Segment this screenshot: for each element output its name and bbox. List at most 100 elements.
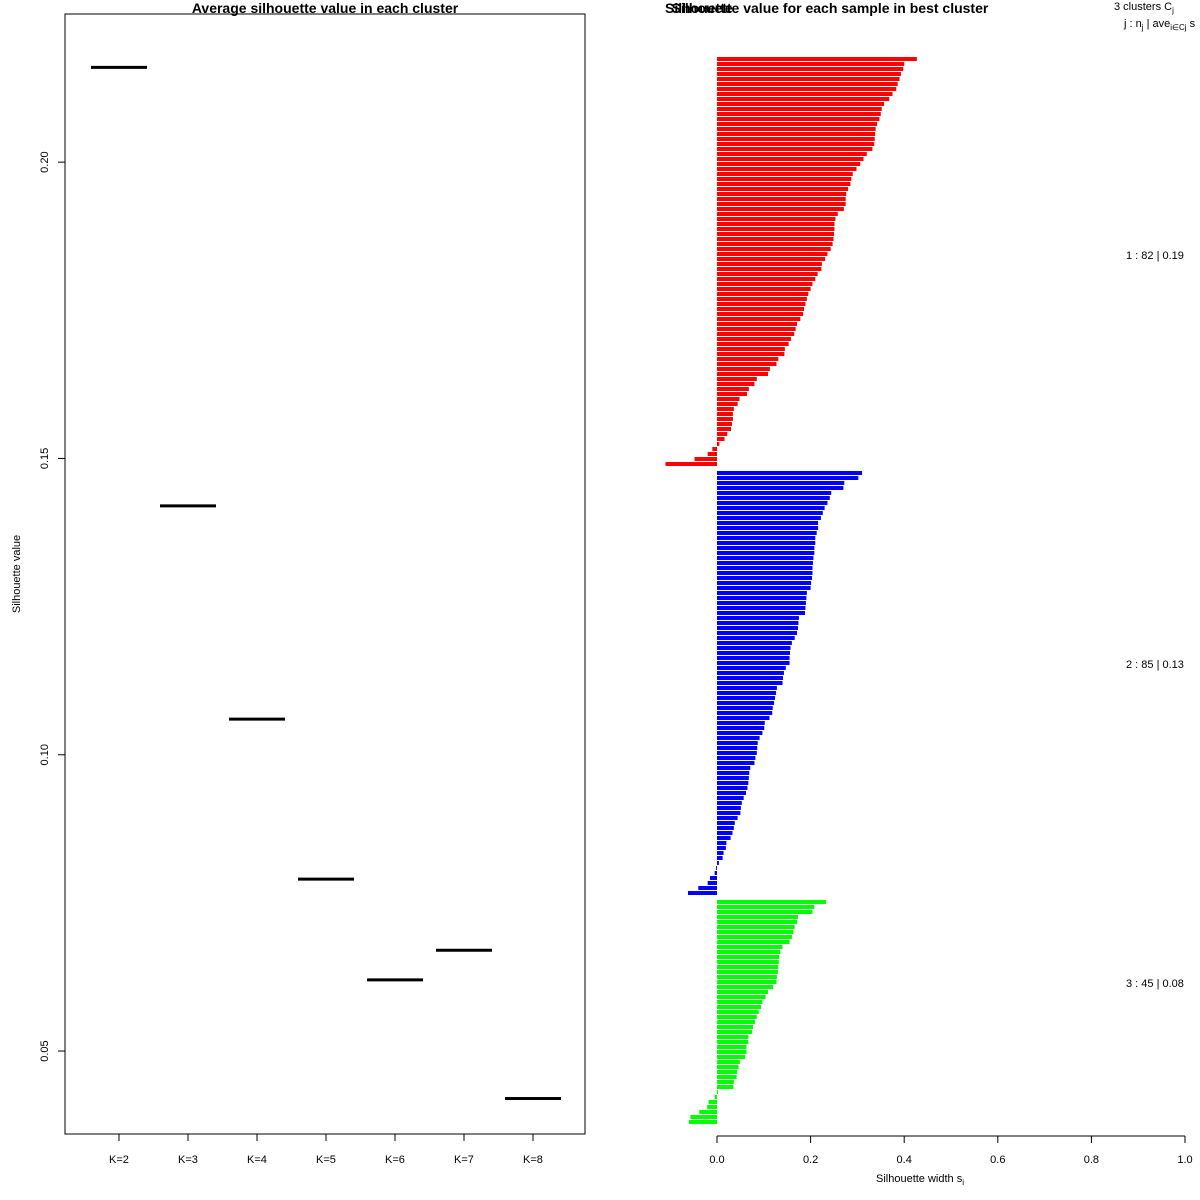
left-x-tick-label: K=7	[454, 1154, 474, 1166]
legend-cluster-2: 2 : 85 | 0.13	[1126, 659, 1184, 671]
silhouette-bar-cluster-2	[717, 846, 726, 850]
silhouette-bar-cluster-3	[690, 1115, 717, 1119]
silhouette-bar-cluster-2	[687, 891, 717, 895]
silhouette-bar-cluster-1	[717, 162, 861, 166]
silhouette-bar-cluster-3	[717, 1030, 753, 1034]
silhouette-bar-cluster-2	[717, 501, 828, 505]
silhouette-bar-cluster-2	[717, 806, 741, 810]
silhouette-bar-cluster-2	[717, 481, 845, 485]
silhouette-bar-cluster-2	[717, 756, 756, 760]
silhouette-bar-cluster-1	[717, 352, 785, 356]
avg-silhouette-plot: Average silhouette value in each cluster…	[11, 0, 586, 1166]
silhouette-bar-cluster-2	[717, 541, 816, 545]
silhouette-bar-cluster-2	[717, 676, 783, 680]
silhouette-bar-cluster-3	[717, 1060, 740, 1064]
silhouette-bar-cluster-2	[717, 551, 815, 555]
silhouette-bar-cluster-2	[717, 821, 735, 825]
silhouette-bars	[665, 57, 917, 1124]
silhouette-bar-cluster-2	[717, 581, 812, 585]
silhouette-bar-cluster-1	[717, 252, 828, 256]
silhouette-bar-cluster-1	[717, 382, 755, 386]
silhouette-bar-cluster-2	[717, 696, 776, 700]
silhouette-bar-cluster-2	[717, 746, 758, 750]
silhouette-bar-cluster-1	[712, 447, 717, 451]
silhouette-bar-cluster-1	[717, 277, 816, 281]
silhouette-bar-cluster-2	[707, 881, 717, 885]
silhouette-bar-cluster-2	[717, 751, 757, 755]
silhouette-bar-cluster-2	[717, 721, 765, 725]
silhouette-bar-cluster-3	[717, 1055, 746, 1059]
silhouette-bar-cluster-3	[717, 1020, 755, 1024]
silhouette-bar-cluster-1	[717, 302, 806, 306]
silhouette-bar-cluster-1	[717, 122, 878, 126]
silhouette-bar-cluster-2	[717, 491, 832, 495]
silhouette-bar-cluster-1	[717, 377, 757, 381]
silhouette-bar-cluster-2	[717, 471, 863, 475]
silhouette-bar-cluster-1	[717, 197, 846, 201]
silhouette-bar-cluster-1	[717, 392, 747, 396]
silhouette-bar-cluster-1	[717, 397, 740, 401]
legend-header-clusters: 3 clusters Cj	[1114, 1, 1174, 15]
left-plot-frame	[64, 13, 586, 1135]
silhouette-bar-cluster-2	[717, 791, 747, 795]
silhouette-bar-cluster-1	[717, 72, 901, 76]
silhouette-bar-cluster-2	[716, 866, 717, 870]
silhouette-bar-cluster-2	[717, 736, 760, 740]
silhouette-bar-cluster-3	[717, 960, 779, 964]
silhouette-bar-cluster-2	[717, 621, 799, 625]
silhouette-bar-cluster-3	[717, 940, 790, 944]
left-y-axis-label: Silhouette value	[11, 535, 23, 613]
silhouette-bar-cluster-2	[717, 826, 734, 830]
silhouette-bar-cluster-1	[717, 142, 875, 146]
left-y-axis: 0.05 0.10 0.15 0.20	[39, 151, 65, 1062]
silhouette-bar-cluster-1	[717, 267, 822, 271]
silhouette-bar-cluster-3	[717, 975, 777, 979]
silhouette-bar-cluster-1	[717, 92, 893, 96]
silhouette-bar-cluster-2	[717, 611, 805, 615]
silhouette-bar-cluster-1	[717, 137, 875, 141]
silhouette-bar-cluster-2	[717, 596, 807, 600]
silhouette-bar-cluster-1	[717, 262, 822, 266]
silhouette-bar-cluster-2	[717, 781, 749, 785]
silhouette-bar-cluster-2	[717, 631, 798, 635]
silhouette-bar-cluster-1	[694, 457, 717, 461]
silhouette-bar-cluster-1	[717, 167, 857, 171]
silhouette-bar-cluster-3	[717, 1000, 763, 1004]
silhouette-bar-cluster-2	[717, 526, 819, 530]
silhouette-bar-cluster-1	[707, 452, 717, 456]
silhouette-bar-cluster-1	[717, 337, 791, 341]
silhouette-bar-cluster-3	[717, 970, 778, 974]
silhouette-bar-cluster-1	[717, 347, 785, 351]
left-x-tick-label: K=5	[316, 1154, 336, 1166]
silhouette-bar-cluster-3	[717, 1035, 749, 1039]
silhouette-bar-cluster-1	[665, 462, 717, 466]
silhouette-bar-cluster-1	[717, 117, 880, 121]
silhouette-bar-cluster-2	[717, 636, 795, 640]
right-x-tick-label: 0.4	[897, 1154, 912, 1166]
silhouette-bar-cluster-1	[717, 227, 835, 231]
silhouette-bar-cluster-2	[717, 836, 731, 840]
silhouette-bar-cluster-3	[717, 915, 798, 919]
silhouette-bar-cluster-1	[717, 187, 849, 191]
silhouette-bar-cluster-2	[717, 761, 755, 765]
right-plot-title: Silhouette value for each sample in best…	[672, 0, 989, 16]
silhouette-bar-cluster-2	[717, 841, 727, 845]
left-x-tick-label: K=6	[385, 1154, 405, 1166]
silhouette-bar-cluster-1	[717, 87, 897, 91]
silhouette-bar-cluster-2	[717, 566, 813, 570]
silhouette-bar-cluster-1	[717, 322, 798, 326]
silhouette-bar-cluster-2	[714, 871, 717, 875]
silhouette-bar-cluster-2	[717, 546, 815, 550]
silhouette-bar-cluster-3	[717, 945, 783, 949]
left-y-tick-label: 0.15	[39, 448, 51, 469]
silhouette-bar-cluster-2	[717, 661, 790, 665]
silhouette-bar-cluster-1	[717, 152, 867, 156]
silhouette-bar-cluster-1	[717, 107, 882, 111]
silhouette-bar-cluster-1	[717, 427, 732, 431]
silhouette-bar-cluster-1	[717, 157, 864, 161]
silhouette-bar-cluster-1	[717, 232, 834, 236]
silhouette-bar-cluster-1	[717, 312, 804, 316]
silhouette-bar-cluster-1	[717, 372, 769, 376]
silhouette-bar-cluster-2	[717, 521, 819, 525]
